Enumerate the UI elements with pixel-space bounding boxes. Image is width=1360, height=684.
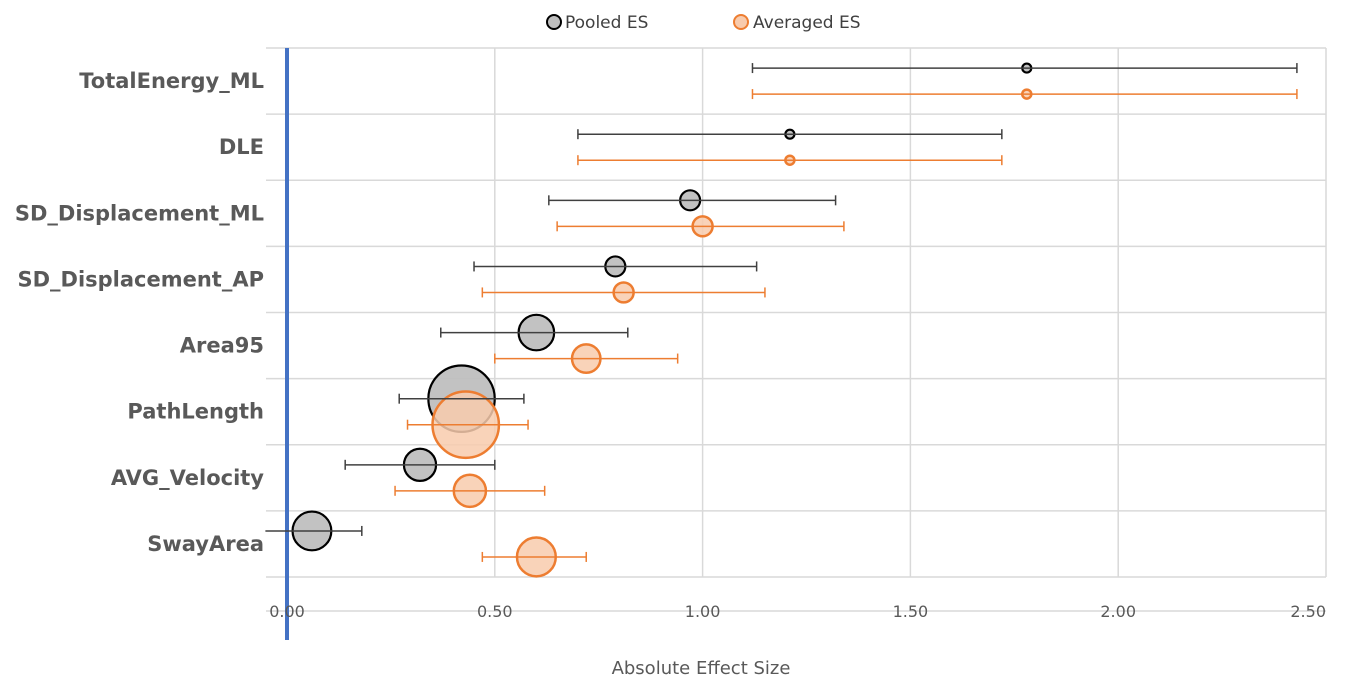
error-bars bbox=[265, 63, 1298, 562]
error-bar-pooled bbox=[398, 393, 525, 404]
x-tick-label: 1.00 bbox=[685, 602, 721, 621]
error-bar-pooled bbox=[577, 129, 1003, 140]
error-bar-averaged bbox=[556, 221, 845, 232]
error-bar-pooled bbox=[265, 525, 363, 536]
bubble-markers bbox=[291, 62, 1033, 578]
error-bar-averaged bbox=[577, 155, 1003, 166]
error-bar-averaged bbox=[481, 551, 587, 562]
category-label: AVG_Velocity bbox=[111, 466, 264, 490]
category-label: SD_Displacement_ML bbox=[15, 201, 264, 225]
error-bar-averaged bbox=[394, 485, 546, 496]
legend-label-pooled-es: Pooled ES bbox=[565, 13, 648, 33]
category-label: PathLength bbox=[127, 400, 264, 424]
category-label: SD_Displacement_AP bbox=[17, 267, 264, 291]
category-label: DLE bbox=[219, 135, 264, 159]
x-axis-title: Absolute Effect Size bbox=[612, 658, 791, 679]
error-bar-pooled bbox=[548, 195, 837, 206]
x-tick-labels: 0.00 0.50 1.00 1.50 2.00 2.50 bbox=[269, 602, 1326, 621]
x-tick-label: 0.50 bbox=[477, 602, 513, 621]
legend-marker-pooled-es bbox=[546, 14, 562, 30]
error-bar-averaged bbox=[481, 287, 766, 298]
error-bar-pooled bbox=[751, 63, 1298, 74]
x-tick-label: 0.00 bbox=[269, 602, 305, 621]
error-bar-pooled bbox=[344, 459, 496, 470]
gridlines bbox=[266, 47, 1327, 612]
legend-label-averaged-es: Averaged ES bbox=[753, 13, 861, 33]
error-bar-averaged bbox=[406, 419, 529, 430]
x-tick-label: 2.00 bbox=[1100, 602, 1136, 621]
category-label: TotalEnergy_ML bbox=[79, 69, 264, 93]
error-bar-averaged bbox=[751, 89, 1298, 100]
error-bar-pooled bbox=[473, 261, 758, 272]
x-tick-label: 2.50 bbox=[1290, 602, 1326, 621]
error-bar-pooled bbox=[440, 327, 629, 338]
x-tick-label: 1.50 bbox=[893, 602, 929, 621]
legend: Pooled ES Averaged ES bbox=[546, 13, 861, 33]
category-label: Area95 bbox=[180, 334, 264, 358]
category-labels: TotalEnergy_ML DLE SD_Displacement_ML SD_Di… bbox=[15, 69, 264, 556]
error-bar-averaged bbox=[494, 353, 679, 364]
category-label: SwayArea bbox=[147, 532, 264, 556]
legend-marker-averaged-es bbox=[733, 14, 749, 30]
